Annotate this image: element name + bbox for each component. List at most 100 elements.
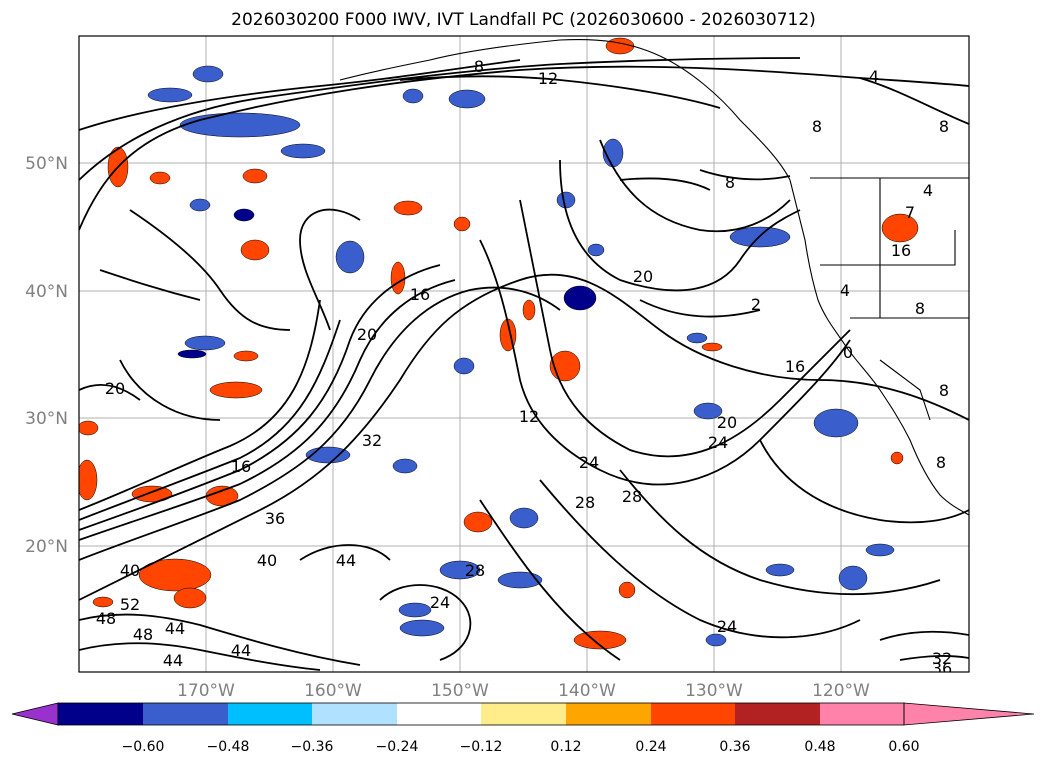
contour-label: 8 <box>812 117 822 136</box>
contour-line <box>79 642 321 671</box>
lon-label: 120°W <box>812 681 870 701</box>
coastline-alaska <box>339 38 791 181</box>
latitude-labels: 50°N 40°N 30°N 20°N <box>25 154 68 557</box>
shading-blob-positive <box>209 381 263 399</box>
contour-label: 16 <box>410 285 430 304</box>
colorbar-segment <box>566 703 651 725</box>
colorbar-segment <box>820 703 904 725</box>
contour-label: 40 <box>257 551 277 570</box>
shading-blob-positive <box>131 485 173 503</box>
shading-blob-positive <box>242 168 268 184</box>
shading-blob-positive <box>240 239 270 261</box>
map-title: 2026030200 F000 IWV, IVT Landfall PC (20… <box>231 10 816 30</box>
colorbar-segment <box>397 703 481 725</box>
contour-label: 28 <box>465 561 485 580</box>
shading-blob-negative <box>189 198 211 212</box>
contour-label: 48 <box>96 609 116 628</box>
contour-label: 16 <box>231 457 251 476</box>
colorbar-segment <box>58 703 143 725</box>
shading-blob-negative <box>335 240 365 274</box>
contour-line <box>79 264 441 531</box>
shading-blob-positive <box>890 451 904 465</box>
contour-line <box>79 319 341 521</box>
contour-label: 28 <box>575 493 595 512</box>
contour-label: 4 <box>923 181 933 200</box>
contour-label: 32 <box>362 431 382 450</box>
shading-blob-negative <box>402 88 424 104</box>
shading-blob-positive <box>390 261 406 295</box>
map-plot-area: 8 12 4 8 8 8 4 16 8 20 2 16 20 32 16 20 … <box>78 35 970 673</box>
contour-label: 16 <box>785 357 805 376</box>
contour-line <box>539 479 861 639</box>
shading-blob-positive <box>618 581 636 599</box>
shading-blob-negative <box>398 602 432 618</box>
shading-blob-negative <box>179 112 301 138</box>
lon-label: 160°W <box>304 681 362 701</box>
contour-label: 2 <box>751 295 761 314</box>
contour-label: 32 <box>932 649 952 668</box>
contour-label: 8 <box>939 117 949 136</box>
lat-label: 30°N <box>25 409 68 429</box>
plot-background <box>79 36 969 672</box>
lat-label: 20°N <box>25 537 68 557</box>
shading-blob-negative <box>177 349 207 359</box>
contour-line <box>899 655 969 661</box>
shading-blob-negative <box>865 543 895 557</box>
shading-blob-positive <box>79 420 99 436</box>
contour-line <box>79 279 456 541</box>
contour-label: 44 <box>165 619 185 638</box>
contour-line <box>699 169 791 181</box>
shading-blob-positive <box>149 171 171 185</box>
contour-line <box>79 613 361 666</box>
contour-label: 36 <box>265 509 285 528</box>
contour-line <box>379 584 472 661</box>
iwv-contours <box>79 57 969 671</box>
shading-blob-negative <box>556 191 576 209</box>
contour-line <box>399 75 721 109</box>
colorbar-extend-max <box>903 702 1035 726</box>
contour-line <box>129 209 291 331</box>
contour-label: 44 <box>231 641 251 660</box>
shading-blob-negative <box>439 560 481 580</box>
lon-label: 140°W <box>558 681 616 701</box>
lat-label: 50°N <box>25 154 68 174</box>
shading-blob-negative <box>280 143 326 159</box>
contour-line <box>559 159 801 292</box>
shading-blob-positive <box>393 200 423 216</box>
pc-shading <box>79 37 919 650</box>
colorbar-tick-label: −0.48 <box>207 739 250 755</box>
colorbar-tick-label: 0.60 <box>888 739 919 755</box>
contour-line <box>479 239 851 486</box>
contour-label: 7 <box>905 203 915 222</box>
contour-line <box>879 630 969 641</box>
contour-label: 20 <box>717 413 737 432</box>
state-border <box>879 359 931 421</box>
contour-label: 52 <box>120 595 140 614</box>
plot-frame <box>78 35 970 673</box>
colorbar-tick-label: −0.24 <box>376 739 419 755</box>
colorbar-segment <box>228 703 312 725</box>
shading-blob-negative <box>184 335 226 351</box>
shading-blob-negative <box>686 332 708 344</box>
lat-label: 40°N <box>25 282 68 302</box>
contour-line <box>619 469 941 596</box>
shading-blob-negative <box>399 619 445 637</box>
colorbar-extend-min <box>11 702 59 726</box>
contour-line <box>599 139 791 233</box>
shading-blob-positive <box>233 350 259 362</box>
contour-line <box>619 177 711 191</box>
contour-line <box>119 359 221 421</box>
contour-label: 44 <box>336 551 356 570</box>
contour-label: 8 <box>939 381 949 400</box>
contour-label: 44 <box>163 651 183 670</box>
shading-blob-positive <box>605 37 635 55</box>
contour-label: 48 <box>133 625 153 644</box>
contour-line <box>79 286 561 561</box>
contour-label: 20 <box>105 379 125 398</box>
shading-blob-negative <box>813 408 859 438</box>
contour-line <box>759 439 969 524</box>
contour-label: 20 <box>633 267 653 286</box>
contour-label: 20 <box>357 325 377 344</box>
shading-blob-positive <box>79 459 98 501</box>
colorbar: −0.60 −0.48 −0.36 −0.24 −0.12 0.12 0.24 … <box>11 702 1035 755</box>
